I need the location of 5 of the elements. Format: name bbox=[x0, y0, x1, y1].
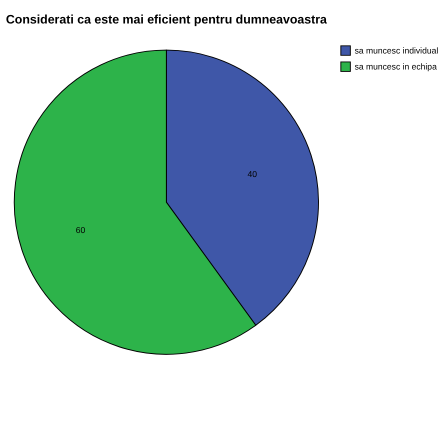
data-label: 60 bbox=[76, 224, 86, 235]
legend-label: sa muncesc individual bbox=[354, 45, 438, 56]
chart-title: Considerati ca este mai eficient pentru dumneavoastra bbox=[6, 12, 328, 26]
legend-label: sa muncesc in echipa bbox=[354, 62, 438, 72]
data-label: 40 bbox=[248, 169, 258, 180]
